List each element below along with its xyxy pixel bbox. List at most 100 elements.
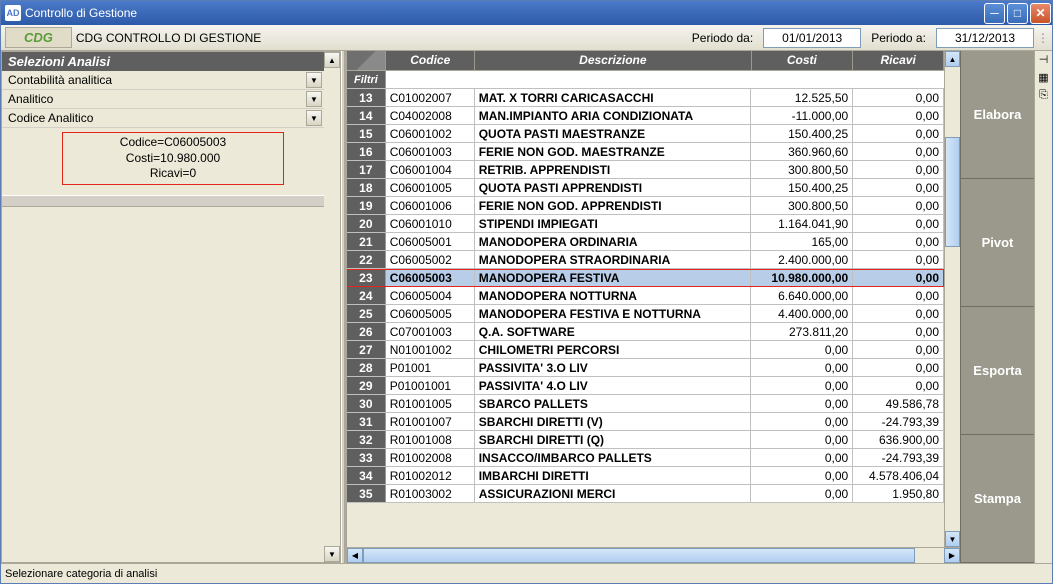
cell-descrizione[interactable]: MANODOPERA FESTIVA E NOTTURNA [475, 305, 752, 322]
cell-costi[interactable]: 1.164.041,90 [751, 215, 853, 232]
row-number[interactable]: 15 [347, 125, 386, 142]
dropdown-icon[interactable]: ▼ [306, 110, 322, 126]
filter-costi[interactable] [752, 71, 854, 88]
row-number[interactable]: 18 [347, 179, 386, 196]
cell-codice[interactable]: C06001005 [386, 179, 475, 196]
cell-descrizione[interactable]: SBARCO PALLETS [475, 395, 752, 412]
dropdown-icon[interactable]: ▼ [306, 72, 322, 88]
grid-corner[interactable] [347, 51, 386, 70]
row-number[interactable]: 24 [347, 287, 386, 304]
cell-codice[interactable]: C06001010 [386, 215, 475, 232]
cell-ricavi[interactable]: 0,00 [853, 143, 944, 160]
cell-ricavi[interactable]: 0,00 [853, 197, 944, 214]
cell-codice[interactable]: C01002007 [386, 89, 475, 106]
cell-ricavi[interactable]: 0,00 [853, 359, 944, 376]
table-row[interactable]: 20C06001010STIPENDI IMPIEGATI1.164.041,9… [347, 215, 944, 233]
cell-ricavi[interactable]: 4.578.406,04 [853, 467, 944, 484]
col-header-codice[interactable]: Codice [386, 51, 475, 70]
cell-descrizione[interactable]: SBARCHI DIRETTI (Q) [475, 431, 752, 448]
esporta-button[interactable]: Esporta [961, 307, 1034, 435]
cell-costi[interactable]: 6.640.000,00 [751, 287, 853, 304]
col-header-descrizione[interactable]: Descrizione [475, 51, 751, 70]
filter-codice[interactable] [386, 71, 475, 88]
cell-costi[interactable]: 0,00 [751, 377, 853, 394]
cell-descrizione[interactable]: MAT. X TORRI CARICASACCHI [475, 89, 752, 106]
cell-descrizione[interactable]: MANODOPERA STRAORDINARIA [475, 251, 752, 268]
scroll-right-icon[interactable]: ▶ [944, 548, 960, 563]
cell-ricavi[interactable]: 49.586,78 [853, 395, 944, 412]
row-number[interactable]: 17 [347, 161, 386, 178]
cell-codice[interactable]: C06005005 [386, 305, 475, 322]
grid-hscrollbar[interactable]: ◀ ▶ [347, 547, 960, 563]
table-row[interactable]: 28P01001PASSIVITA' 3.O LIV0,000,00 [347, 359, 944, 377]
cell-costi[interactable]: 0,00 [751, 413, 853, 430]
cell-ricavi[interactable]: 0,00 [853, 215, 944, 232]
table-row[interactable]: 30R01001005SBARCO PALLETS0,0049.586,78 [347, 395, 944, 413]
cell-ricavi[interactable]: 0,00 [853, 107, 944, 124]
cell-codice[interactable]: R01002012 [386, 467, 475, 484]
cell-descrizione[interactable]: Q.A. SOFTWARE [475, 323, 752, 340]
table-row[interactable]: 34R01002012IMBARCHI DIRETTI0,004.578.406… [347, 467, 944, 485]
cell-costi[interactable]: 2.400.000,00 [751, 251, 853, 268]
cell-costi[interactable]: 0,00 [751, 395, 853, 412]
cell-costi[interactable]: 300.800,50 [751, 161, 853, 178]
row-number[interactable]: 16 [347, 143, 386, 160]
cell-descrizione[interactable]: SBARCHI DIRETTI (V) [475, 413, 752, 430]
row-number[interactable]: 35 [347, 485, 386, 502]
cell-codice[interactable]: R01001007 [386, 413, 475, 430]
cell-descrizione[interactable]: QUOTA PASTI APPRENDISTI [475, 179, 752, 196]
table-row[interactable]: 15C06001002QUOTA PASTI MAESTRANZE150.400… [347, 125, 944, 143]
row-number[interactable]: 29 [347, 377, 386, 394]
period-from-value[interactable]: 01/01/2013 [763, 28, 861, 48]
cell-codice[interactable]: C06001006 [386, 197, 475, 214]
row-number[interactable]: 33 [347, 449, 386, 466]
tool-icon-2[interactable]: ⎘ [1037, 89, 1051, 103]
cell-costi[interactable]: 300.800,50 [751, 197, 853, 214]
cell-ricavi[interactable]: 0,00 [853, 341, 944, 358]
cell-ricavi[interactable]: 0,00 [853, 323, 944, 340]
filter-row[interactable]: Filtri [347, 71, 944, 89]
row-number[interactable]: 28 [347, 359, 386, 376]
table-row[interactable]: 16C06001003FERIE NON GOD. MAESTRANZE360.… [347, 143, 944, 161]
row-number[interactable]: 26 [347, 323, 386, 340]
scroll-up-icon[interactable]: ▲ [324, 52, 340, 68]
cell-ricavi[interactable]: -24.793,39 [853, 413, 944, 430]
cell-costi[interactable]: 150.400,25 [751, 179, 853, 196]
cell-ricavi[interactable]: 636.900,00 [853, 431, 944, 448]
cell-costi[interactable]: 150.400,25 [751, 125, 853, 142]
cell-descrizione[interactable]: IMBARCHI DIRETTI [475, 467, 752, 484]
row-number[interactable]: 13 [347, 89, 386, 106]
cell-codice[interactable]: C06005001 [386, 233, 475, 250]
cell-codice[interactable]: N01001002 [386, 341, 475, 358]
table-row[interactable]: 32R01001008SBARCHI DIRETTI (Q)0,00636.90… [347, 431, 944, 449]
cell-descrizione[interactable]: MANODOPERA NOTTURNA [475, 287, 752, 304]
cell-ricavi[interactable]: 1.950,80 [853, 485, 944, 502]
table-row[interactable]: 17C06001004RETRIB. APPRENDISTI300.800,50… [347, 161, 944, 179]
scroll-left-icon[interactable]: ◀ [347, 548, 363, 563]
cell-costi[interactable]: 10.980.000,00 [751, 269, 853, 286]
scroll-thumb[interactable] [945, 137, 960, 247]
row-number[interactable]: 32 [347, 431, 386, 448]
row-number[interactable]: 14 [347, 107, 386, 124]
maximize-button[interactable]: □ [1007, 3, 1028, 24]
cell-codice[interactable]: C06005002 [386, 251, 475, 268]
cell-ricavi[interactable]: 0,00 [853, 305, 944, 322]
stampa-button[interactable]: Stampa [961, 435, 1034, 563]
table-row[interactable]: 27N01001002CHILOMETRI PERCORSI0,000,00 [347, 341, 944, 359]
table-row[interactable]: 23C06005003MANODOPERA FESTIVA10.980.000,… [347, 269, 944, 287]
cell-ricavi[interactable]: 0,00 [853, 125, 944, 142]
cell-descrizione[interactable]: STIPENDI IMPIEGATI [475, 215, 752, 232]
cell-costi[interactable]: 0,00 [751, 359, 853, 376]
sidebar-item[interactable]: Codice Analitico▼ [2, 109, 324, 128]
scroll-thumb[interactable] [363, 548, 915, 563]
cell-codice[interactable]: C07001003 [386, 323, 475, 340]
cell-descrizione[interactable]: INSACCO/IMBARCO PALLETS [475, 449, 752, 466]
table-row[interactable]: 35R01003002ASSICURAZIONI MERCI0,001.950,… [347, 485, 944, 503]
table-row[interactable]: 25C06005005MANODOPERA FESTIVA E NOTTURNA… [347, 305, 944, 323]
table-row[interactable]: 31R01001007SBARCHI DIRETTI (V)0,00-24.79… [347, 413, 944, 431]
cell-codice[interactable]: C06001004 [386, 161, 475, 178]
table-row[interactable]: 24C06005004MANODOPERA NOTTURNA6.640.000,… [347, 287, 944, 305]
grid-vscrollbar[interactable]: ▲ ▼ [944, 51, 960, 547]
filter-desc[interactable] [475, 71, 752, 88]
cell-ricavi[interactable]: 0,00 [853, 377, 944, 394]
